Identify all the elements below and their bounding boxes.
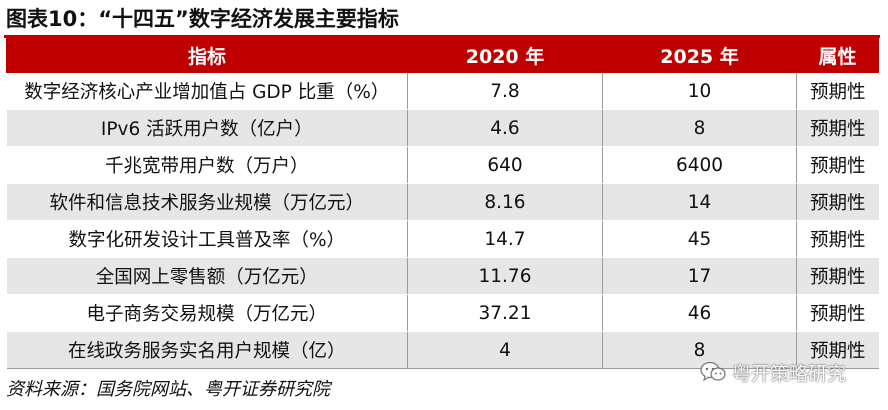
table-row: 数字经济核心产业增加值占 GDP 比重（%） 7.8 10 预期性 — [6, 72, 879, 110]
cell-2020: 4.6 — [407, 109, 603, 147]
cell-2025: 46 — [602, 294, 797, 332]
cell-attribute: 预期性 — [796, 72, 879, 110]
figure-title: 图表10：“十四五”数字经济发展主要指标 — [6, 7, 399, 31]
cell-2025: 8 — [602, 331, 797, 369]
cell-indicator: 电子商务交易规模（万亿元） — [6, 294, 408, 332]
table-row: 全国网上零售额（万亿元） 11.76 17 预期性 — [6, 257, 879, 295]
cell-attribute: 预期性 — [796, 294, 879, 332]
cell-2025: 45 — [602, 220, 797, 258]
cell-2025: 6400 — [602, 146, 797, 184]
table-row: 软件和信息技术服务业规模（万亿元） 8.16 14 预期性 — [6, 183, 879, 221]
cell-indicator: 千兆宽带用户数（万户） — [6, 146, 408, 184]
table-row: 在线政务服务实名用户规模（亿） 4 8 预期性 — [6, 331, 879, 369]
watermark-text: 粤开策略研究 — [732, 362, 847, 385]
cell-attribute: 预期性 — [796, 109, 879, 147]
table-row: 数字化研发设计工具普及率（%） 14.7 45 预期性 — [6, 220, 879, 258]
cell-attribute: 预期性 — [796, 331, 879, 369]
cell-indicator: 全国网上零售额（万亿元） — [6, 257, 408, 295]
header-2025: 2025 年 — [602, 38, 797, 73]
cell-attribute: 预期性 — [796, 220, 879, 258]
cell-2020: 37.21 — [407, 294, 603, 332]
cell-indicator: 软件和信息技术服务业规模（万亿元） — [6, 183, 408, 221]
header-attribute: 属性 — [796, 38, 879, 73]
cell-2025: 8 — [602, 109, 797, 147]
table-row: 电子商务交易规模（万亿元） 37.21 46 预期性 — [6, 294, 879, 332]
cell-2020: 640 — [407, 146, 603, 184]
cell-attribute: 预期性 — [796, 257, 879, 295]
cell-2020: 8.16 — [407, 183, 603, 221]
cell-indicator: 在线政务服务实名用户规模（亿） — [6, 331, 408, 369]
cell-indicator: 数字化研发设计工具普及率（%） — [6, 220, 408, 258]
cell-indicator: IPv6 活跃用户数（亿户） — [6, 109, 408, 147]
table-row: 千兆宽带用户数（万户） 640 6400 预期性 — [6, 146, 879, 184]
wechat-chat-icon — [700, 361, 726, 383]
indicators-table: 指标 2020 年 2025 年 属性 数字经济核心产业增加值占 GDP 比重（… — [6, 38, 879, 369]
source-note: 资料来源：国务院网站、粤开证券研究院 — [6, 379, 330, 400]
header-2020: 2020 年 — [407, 38, 603, 73]
cell-indicator: 数字经济核心产业增加值占 GDP 比重（%） — [6, 72, 408, 110]
cell-2025: 14 — [602, 183, 797, 221]
cell-attribute: 预期性 — [796, 183, 879, 221]
header-indicator: 指标 — [6, 38, 408, 73]
cell-2020: 11.76 — [407, 257, 603, 295]
cell-2025: 17 — [602, 257, 797, 295]
cell-2020: 14.7 — [407, 220, 603, 258]
cell-2025: 10 — [602, 72, 797, 110]
table-header-row: 指标 2020 年 2025 年 属性 — [6, 38, 879, 73]
cell-2020: 7.8 — [407, 72, 603, 110]
cell-attribute: 预期性 — [796, 146, 879, 184]
table-row: IPv6 活跃用户数（亿户） 4.6 8 预期性 — [6, 109, 879, 147]
watermark: 粤开策略研究 — [700, 356, 846, 388]
title-divider — [4, 35, 880, 38]
cell-2020: 4 — [407, 331, 603, 369]
